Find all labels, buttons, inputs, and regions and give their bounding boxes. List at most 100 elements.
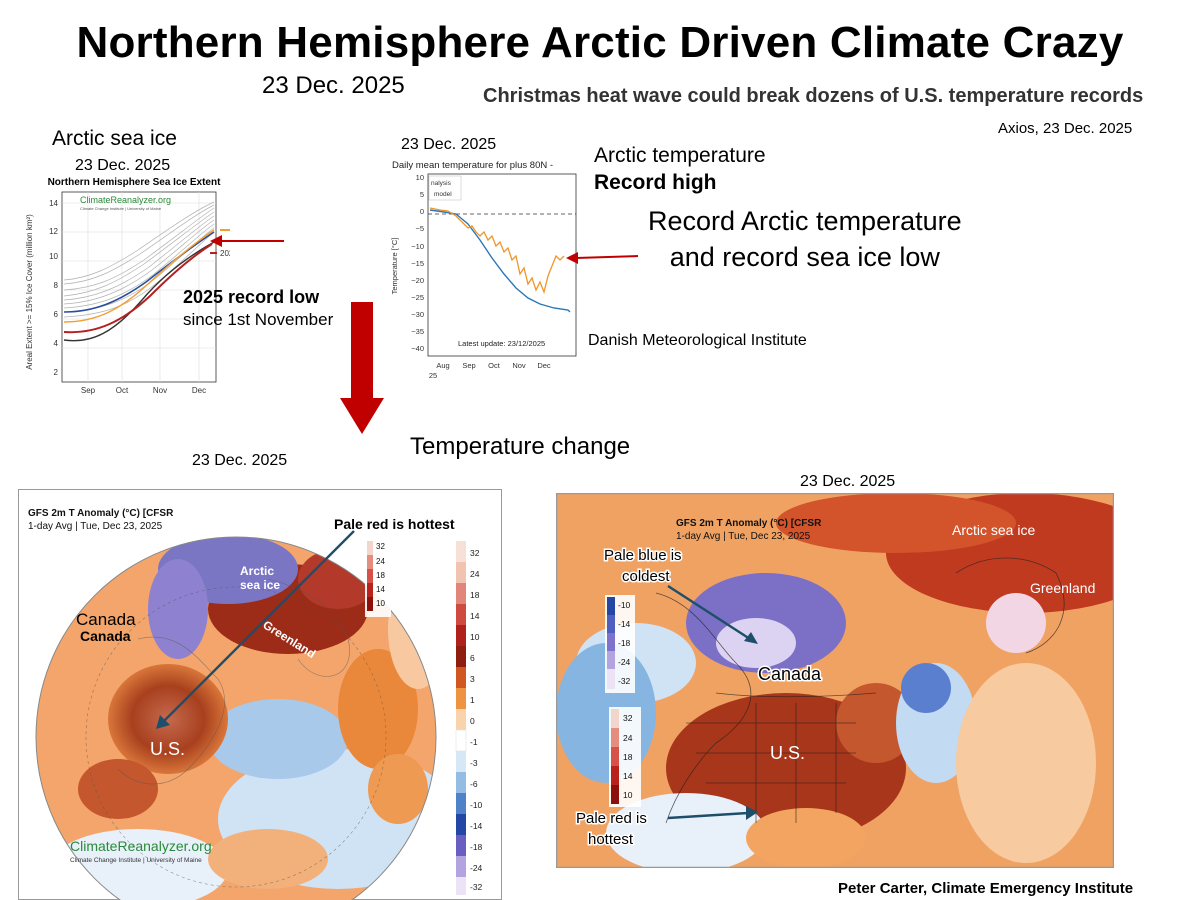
right-label-us: U.S. [770,743,805,763]
arctic-ytick: −5 [415,224,424,233]
right-blue-tick: -32 [618,676,631,686]
sea-ice-ytick: 8 [54,281,59,290]
temperature-change-title: Temperature change [410,433,631,460]
left-colorbar-tick: 10 [470,632,480,642]
arctic-ytick: 0 [420,207,424,216]
left-colorbar-tick: 14 [470,611,480,621]
left-label-arctic-1: Arctic [240,564,274,578]
arctic-xtick: Oct [488,361,501,370]
arctic-temp-label: Arctic temperature Record high [594,142,766,196]
right-label-greenland: Greenland [1030,580,1095,596]
right-label-canada: Canada [758,664,822,684]
record-arctic-note: Record Arctic temperature and record sea… [648,203,962,275]
sea-ice-ytick: 2 [54,368,59,377]
left-map-header-1: GFS 2m T Anomaly (°C) [CFSR [28,508,174,519]
right-blue-legend: -10 -14 -18 -24 -32 [605,595,635,693]
right-map-header-2: 1-day Avg | Tue, Dec 23, 2025 [676,531,811,542]
left-map-header-2: 1-day Avg | Tue, Dec 23, 2025 [28,521,163,532]
right-blue-tick: -10 [618,600,631,610]
arctic-temp-label-2: Record high [594,171,717,194]
sea-ice-ytick: 4 [54,339,59,348]
dmi-source: Danish Meteorological Institute [588,332,807,349]
left-inset-tick: 18 [376,571,385,580]
sea-ice-ytick: 10 [49,252,58,261]
sea-ice-ytick: 12 [49,227,58,236]
record-low-note: 2025 record low since 1st November [183,286,333,331]
right-blue-tick: -24 [618,657,631,667]
credit: Peter Carter, Climate Emergency Institut… [838,880,1134,897]
arctic-ylabel: Temperature [°C] [390,238,399,295]
sea-ice-ylabel: Areal Extent >= 15% Ice Cover (million k… [25,214,34,370]
sea-ice-ytick: 14 [49,199,58,208]
right-red-legend: 32 24 18 14 10 [609,707,641,807]
sea-ice-label-2025: 2025 [220,249,230,258]
left-map-date: 23 Dec. 2025 [192,452,288,469]
right-pale-blue-1: Pale blue is [604,547,682,564]
sea-ice-date: 23 Dec. 2025 [75,157,171,174]
right-pale-red-2: hottest [588,831,634,848]
left-colorbar [455,541,467,895]
arctic-ytick: −25 [411,293,424,302]
record-low-bold: 2025 record low [183,287,320,307]
left-colorbar-tick: -32 [470,882,483,892]
arctic-ytick: 10 [416,173,424,182]
left-colorbar-tick: 0 [470,716,475,726]
sea-ice-chart: Northern Hemisphere Sea Ice Extent 2 4 6… [14,172,230,400]
sea-ice-ytick: 6 [54,310,59,319]
climate-reanalyzer-logo-sub: Climate Change Institute | University of… [80,206,162,211]
top-date: 23 Dec. 2025 [262,72,405,99]
left-colorbar-tick: 1 [470,695,475,705]
sea-ice-arrow [210,235,284,247]
left-colorbar-tick: -3 [470,758,478,768]
left-label-arctic-2: sea ice [240,578,280,592]
left-colorbar-tick: -18 [470,842,483,852]
left-colorbar-tick: -14 [470,821,483,831]
down-arrow [340,302,384,434]
left-map-logo: ClimateReanalyzer.org [70,838,212,854]
arctic-xtick: Aug [436,361,449,370]
arctic-ytick: −10 [411,242,424,251]
right-red-tick: 10 [623,790,633,800]
left-map-logo-sub: Climate Change Institute | University of… [70,857,202,864]
left-colorbar-tick: 18 [470,590,480,600]
arctic-temp-chart: Daily mean temperature for plus 80N - 10… [384,156,584,384]
arctic-ytick: −20 [411,276,424,285]
right-region-map: GFS 2m T Anomaly (°C) [CFSR 1-day Avg | … [556,493,1114,868]
left-inset-legend: 32 24 18 14 10 [365,539,391,617]
left-label-us: U.S. [150,739,185,759]
page-title: Northern Hemisphere Arctic Driven Climat… [76,18,1124,67]
arctic-xtick: Nov [512,361,526,370]
left-inset-tick: 14 [376,585,385,594]
arctic-ytick: −30 [411,310,424,319]
record-arctic-note-1: Record Arctic temperature [648,206,962,236]
right-label-arctic: Arctic sea ice [952,522,1035,538]
right-red-tick: 18 [623,752,633,762]
sea-ice-xtick: Sep [81,386,96,395]
right-red-tick: 32 [623,713,633,723]
sea-ice-chart-title: Northern Hemisphere Sea Ice Extent [48,177,222,188]
right-pale-red-1: Pale red is [576,810,647,827]
arctic-ytick: −15 [411,259,424,268]
left-colorbar-tick: -1 [470,737,478,747]
climate-reanalyzer-logo: ClimateReanalyzer.org [80,195,171,205]
arctic-ytick: −35 [411,327,424,336]
arctic-temp-arrow [566,252,639,264]
left-pale-red-note: Pale red is hottest [334,516,455,532]
headline: Christmas heat wave could break dozens o… [483,85,1144,107]
arctic-temp-date: 23 Dec. 2025 [401,136,497,153]
left-colorbar-tick: -10 [470,800,483,810]
sea-ice-section-title: Arctic sea ice [52,127,177,150]
arctic-xyear: 25 [429,371,437,380]
left-colorbar-tick: 3 [470,674,475,684]
right-red-tick: 14 [623,771,633,781]
sea-ice-xtick: Oct [116,386,129,395]
arctic-ytick: −40 [411,344,424,353]
right-map-header-1: GFS 2m T Anomaly (°C) [CFSR [676,518,822,529]
headline-source: Axios, 23 Dec. 2025 [998,120,1133,137]
left-inset-tick: 32 [376,542,385,551]
right-blue-tick: -18 [618,638,631,648]
arctic-temp-label-1: Arctic temperature [594,144,766,167]
arctic-xtick: Dec [537,361,551,370]
left-inset-tick: 24 [376,557,385,566]
left-label-canada-2: Canada [80,628,131,644]
